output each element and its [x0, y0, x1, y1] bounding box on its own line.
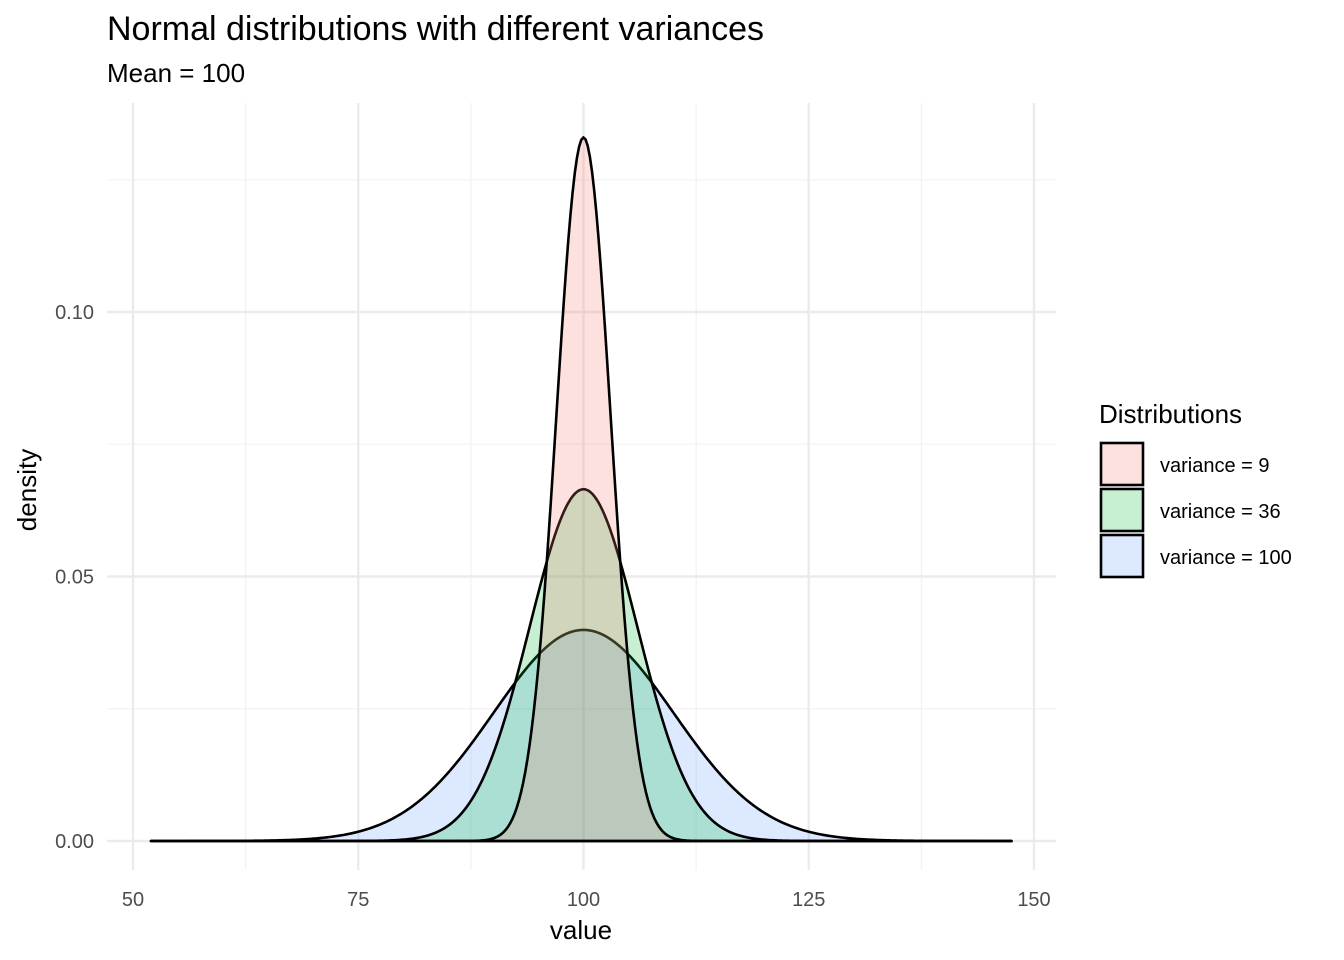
x-axis-label: value	[550, 915, 612, 945]
density-area-9	[149, 136, 1013, 843]
legend-label: variance = 36	[1160, 501, 1281, 523]
y-tick-label: 0.00	[55, 831, 94, 853]
legend-key	[1099, 487, 1145, 533]
legend-title: Distributions	[1099, 399, 1242, 429]
y-axis-ticks: 0.00 0.05 0.10	[55, 302, 94, 853]
legend-label: variance = 9	[1160, 455, 1270, 477]
legend-label: variance = 100	[1160, 547, 1292, 569]
legend-key	[1099, 441, 1145, 487]
legend-key	[1099, 533, 1145, 579]
x-tick-label: 50	[122, 889, 144, 911]
x-tick-label: 125	[792, 889, 825, 911]
x-axis-ticks: 50 75 100 125 150	[122, 889, 1051, 911]
y-tick-label: 0.05	[55, 567, 94, 589]
legend: Distributions variance = 9 variance = 36 v…	[1099, 399, 1292, 579]
y-tick-label: 0.10	[55, 302, 94, 324]
x-tick-label: 75	[347, 889, 369, 911]
x-tick-label: 100	[567, 889, 600, 911]
chart-title: Normal distributions with different vari…	[107, 10, 764, 48]
y-axis-label: density	[12, 449, 42, 531]
chart-subtitle: Mean = 100	[107, 58, 245, 88]
x-tick-label: 150	[1017, 889, 1050, 911]
density-areas	[149, 136, 1013, 843]
